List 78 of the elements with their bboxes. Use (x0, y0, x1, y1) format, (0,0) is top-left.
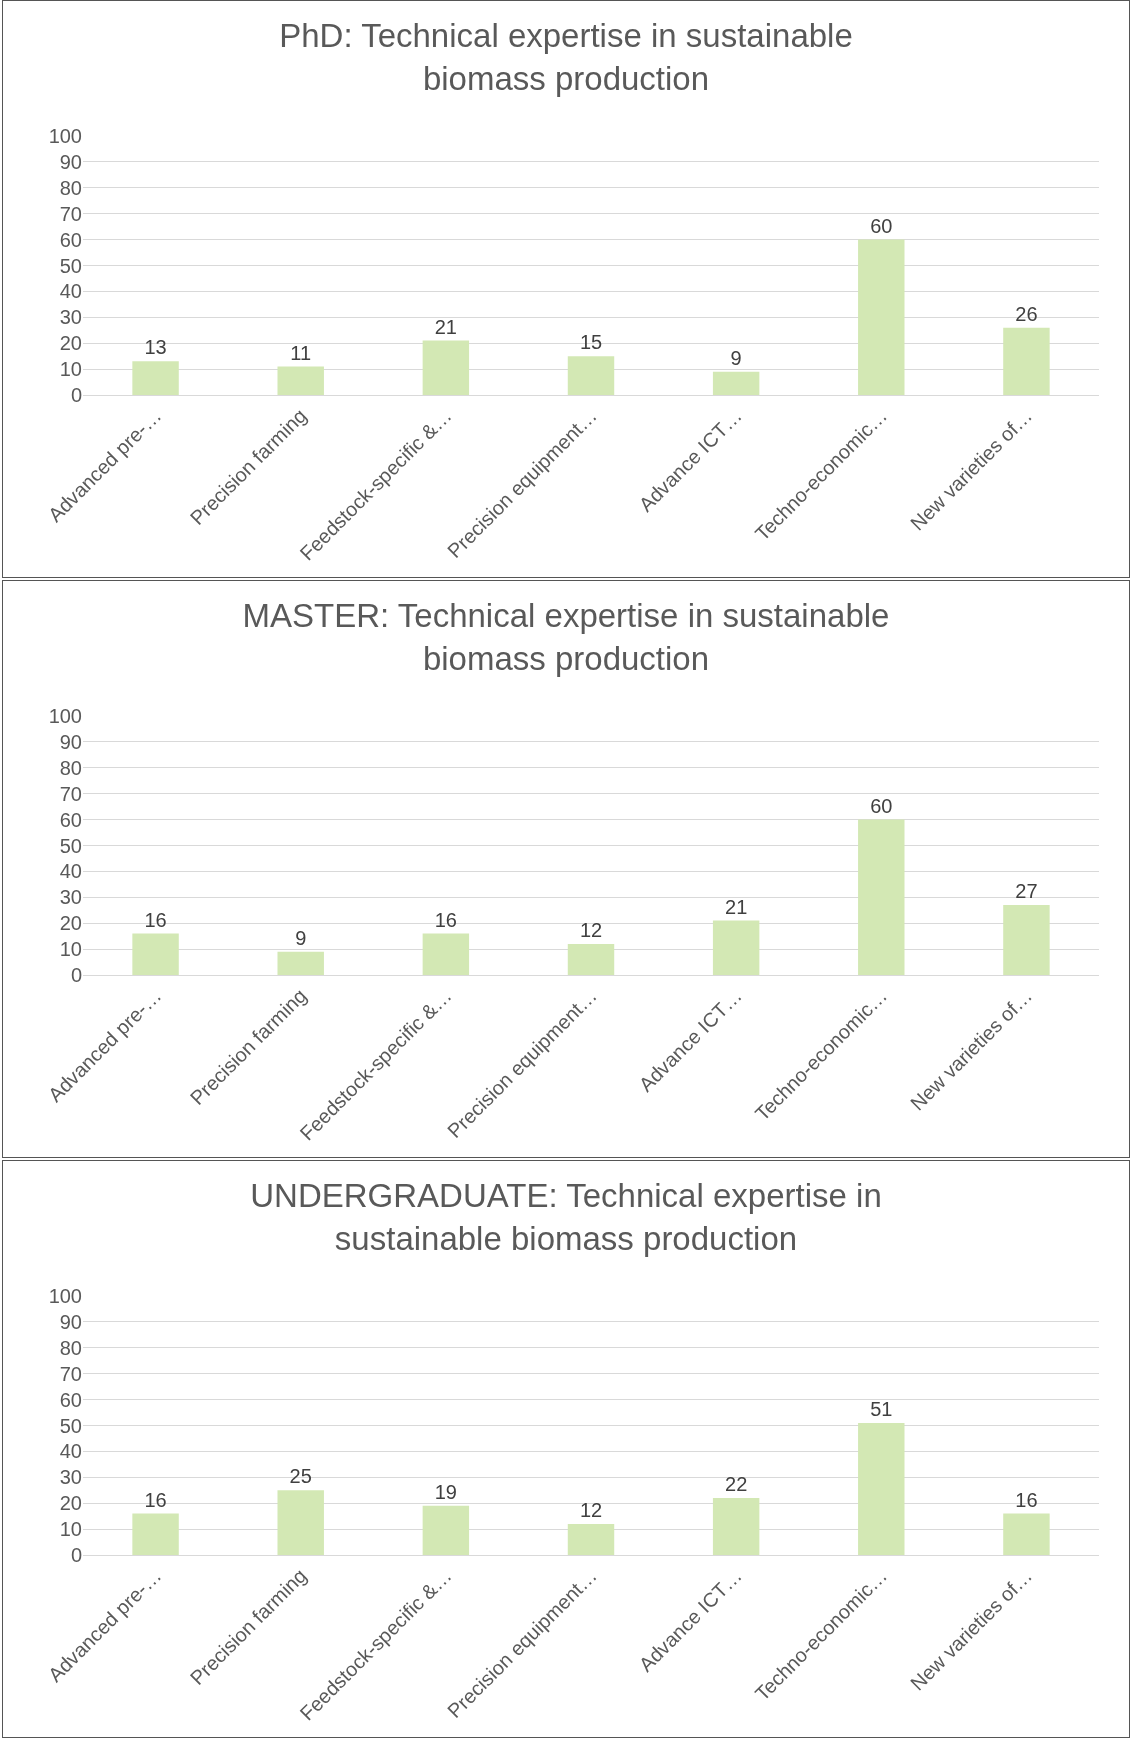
bar (1003, 1513, 1050, 1555)
y-tick-label: 50 (59, 254, 82, 277)
bar (1003, 905, 1050, 975)
data-label: 16 (144, 1488, 167, 1511)
data-label: 13 (144, 336, 167, 359)
bar (567, 1523, 615, 1555)
y-tick-label: 40 (59, 860, 82, 883)
data-label: 26 (1015, 302, 1038, 325)
bar (132, 1513, 179, 1555)
data-label: 60 (870, 214, 893, 237)
y-tick-label: 90 (59, 730, 82, 753)
y-tick-label: 80 (59, 176, 82, 199)
y-tick-label: 40 (59, 1440, 82, 1463)
y-tick-label: 20 (59, 1492, 82, 1515)
y-tick-label: 60 (59, 228, 82, 251)
y-tick-label: 10 (59, 938, 82, 961)
bar (277, 951, 324, 975)
bar (858, 239, 905, 395)
data-label: 27 (1015, 880, 1038, 903)
data-label: 9 (730, 346, 742, 369)
bar (422, 933, 470, 975)
bar (858, 819, 905, 975)
data-label: 21 (434, 315, 457, 338)
y-tick-label: 100 (48, 705, 82, 727)
data-label: 16 (1015, 1488, 1038, 1511)
data-label: 9 (295, 926, 307, 949)
y-tick-label: 30 (59, 1466, 82, 1489)
y-tick-label: 100 (48, 125, 82, 147)
y-tick-label: 80 (59, 1336, 82, 1359)
bar (132, 933, 179, 975)
bar (277, 1490, 324, 1555)
bar (712, 920, 760, 975)
bar (277, 366, 324, 395)
y-tick-label: 20 (59, 332, 82, 355)
y-tick-label: 50 (59, 834, 82, 857)
bar (132, 361, 179, 395)
y-tick-label: 30 (59, 886, 82, 909)
bar (422, 1505, 470, 1555)
y-tick-label: 70 (59, 782, 82, 805)
y-tick-label: 30 (59, 306, 82, 329)
data-label: 19 (434, 1480, 457, 1503)
data-label: 12 (579, 918, 603, 941)
y-tick-label: 10 (59, 358, 82, 381)
y-tick-label: 0 (70, 1544, 82, 1566)
y-tick-label: 60 (59, 1388, 82, 1411)
data-label: 11 (290, 341, 312, 364)
y-tick-label: 80 (59, 756, 82, 779)
data-label: 21 (725, 895, 748, 918)
bar (567, 356, 615, 395)
data-label: 16 (434, 908, 457, 931)
bar (712, 1498, 760, 1555)
data-label: 15 (579, 331, 603, 354)
data-label: 51 (870, 1397, 893, 1420)
y-tick-label: 60 (59, 808, 82, 831)
data-label: 25 (289, 1465, 312, 1488)
y-tick-label: 40 (59, 280, 82, 303)
data-label: 60 (870, 794, 893, 817)
y-tick-label: 10 (59, 1518, 82, 1541)
y-tick-label: 90 (59, 150, 82, 173)
data-label: 22 (725, 1473, 748, 1496)
y-tick-label: 0 (70, 384, 82, 406)
y-tick-label: 70 (59, 1362, 82, 1385)
y-tick-label: 50 (59, 1414, 82, 1437)
data-label: 16 (144, 908, 167, 931)
bar (858, 1422, 905, 1555)
y-tick-label: 100 (48, 1285, 82, 1307)
chart-title: UNDERGRADUATE: Technical expertise in sustainable biomass production (250, 1177, 882, 1257)
chart-title: PhD: Technical expertise in sustainable biomass production (279, 17, 853, 97)
data-label: 12 (579, 1498, 603, 1521)
y-tick-label: 70 (59, 202, 82, 225)
y-tick-label: 90 (59, 1310, 82, 1333)
bar (567, 943, 615, 975)
y-tick-label: 20 (59, 912, 82, 935)
y-tick-label: 0 (70, 964, 82, 986)
bar (422, 340, 470, 395)
bar (712, 371, 760, 395)
chart-title: MASTER: Technical expertise in sustainable biomass production (242, 597, 890, 677)
bar (1003, 327, 1050, 395)
